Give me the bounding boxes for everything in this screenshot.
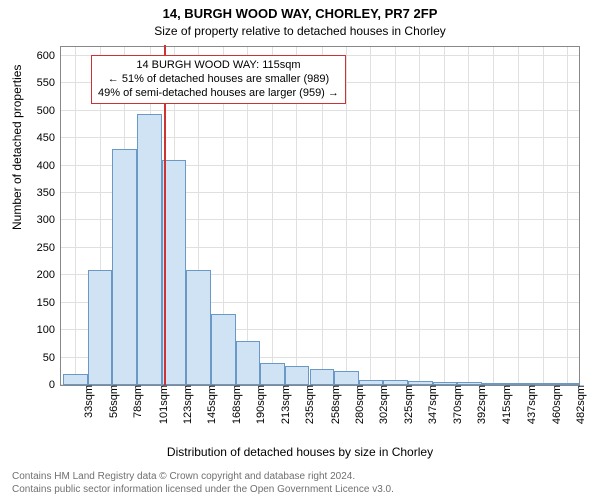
- histogram-bar: [359, 380, 384, 385]
- x-tick-label: 347sqm: [423, 385, 439, 424]
- x-tick-label: 437sqm: [522, 385, 538, 424]
- footer-line-2: Contains public sector information licen…: [12, 484, 394, 497]
- annotation-line: 14 BURGH WOOD WAY: 115sqm: [98, 59, 339, 73]
- gridline-v: [370, 47, 371, 385]
- annotation-line: 49% of semi-detached houses are larger (…: [98, 87, 339, 101]
- x-axis-label-text: Distribution of detached houses by size …: [167, 445, 433, 459]
- x-tick-label: 78sqm: [128, 385, 144, 418]
- y-tick-label: 400: [37, 160, 61, 172]
- histogram-bar: [433, 382, 458, 385]
- y-axis-label-text: Number of detached properties: [10, 65, 24, 230]
- y-tick-label: 600: [37, 50, 61, 62]
- gridline-h: [61, 110, 579, 111]
- x-tick-label: 370sqm: [448, 385, 464, 424]
- y-tick-label: 200: [37, 269, 61, 281]
- histogram-bar: [556, 383, 581, 385]
- histogram-bar: [457, 382, 482, 385]
- attribution-footer: Contains HM Land Registry data © Crown c…: [12, 471, 394, 496]
- histogram-bar: [334, 371, 359, 385]
- y-tick-label: 550: [37, 77, 61, 89]
- y-tick-label: 50: [43, 352, 61, 364]
- x-tick-label: 482sqm: [571, 385, 587, 424]
- histogram-bar: [236, 341, 261, 385]
- gridline-v: [395, 47, 396, 385]
- gridline-v: [543, 47, 544, 385]
- y-tick-label: 0: [49, 379, 61, 391]
- y-tick-label: 100: [37, 324, 61, 336]
- histogram-bar: [211, 314, 236, 385]
- x-tick-label: 123sqm: [178, 385, 194, 424]
- histogram-bar: [531, 383, 556, 385]
- annotation-line: ← 51% of detached houses are smaller (98…: [98, 73, 339, 87]
- gridline-v: [493, 47, 494, 385]
- y-tick-label: 250: [37, 242, 61, 254]
- histogram-bar: [310, 369, 335, 385]
- histogram-bar: [186, 270, 211, 385]
- histogram-bar: [285, 366, 310, 385]
- title-text-2: Size of property relative to detached ho…: [154, 24, 446, 38]
- y-tick-label: 150: [37, 297, 61, 309]
- histogram-bar: [137, 114, 162, 385]
- x-tick-label: 101sqm: [154, 385, 170, 424]
- x-tick-label: 460sqm: [547, 385, 563, 424]
- x-tick-label: 392sqm: [472, 385, 488, 424]
- page-title: 14, BURGH WOOD WAY, CHORLEY, PR7 2FP: [0, 6, 600, 21]
- y-tick-label: 500: [37, 105, 61, 117]
- plot-area: 05010015020025030035040045050055060033sq…: [60, 46, 580, 386]
- x-tick-label: 190sqm: [251, 385, 267, 424]
- x-tick-label: 213sqm: [276, 385, 292, 424]
- footer-line-1: Contains HM Land Registry data © Crown c…: [12, 471, 394, 484]
- x-tick-label: 168sqm: [227, 385, 243, 424]
- x-tick-label: 415sqm: [497, 385, 513, 424]
- x-axis-label: Distribution of detached houses by size …: [0, 445, 600, 459]
- histogram-bar: [507, 383, 532, 385]
- histogram-bar: [260, 363, 285, 385]
- histogram-bar: [88, 270, 113, 385]
- gridline-v: [518, 47, 519, 385]
- annotation-box: 14 BURGH WOOD WAY: 115sqm← 51% of detach…: [91, 55, 346, 104]
- title-text-1: 14, BURGH WOOD WAY, CHORLEY, PR7 2FP: [163, 6, 438, 21]
- gridline-v: [75, 47, 76, 385]
- x-tick-label: 325sqm: [399, 385, 415, 424]
- histogram-bar: [112, 149, 137, 385]
- y-axis-label: Number of detached properties: [10, 65, 24, 230]
- x-tick-label: 280sqm: [350, 385, 366, 424]
- gridline-v: [567, 47, 568, 385]
- gridline-v: [468, 47, 469, 385]
- figure: 14, BURGH WOOD WAY, CHORLEY, PR7 2FP Siz…: [0, 0, 600, 500]
- page-subtitle: Size of property relative to detached ho…: [0, 24, 600, 38]
- y-tick-label: 300: [37, 214, 61, 226]
- x-tick-label: 235sqm: [300, 385, 316, 424]
- histogram-bar: [408, 381, 433, 385]
- y-tick-label: 350: [37, 187, 61, 199]
- gridline-v: [419, 47, 420, 385]
- x-tick-label: 302sqm: [374, 385, 390, 424]
- histogram-bar: [63, 374, 88, 385]
- gridline-v: [444, 47, 445, 385]
- y-tick-label: 450: [37, 132, 61, 144]
- histogram-bar: [482, 383, 507, 385]
- x-tick-label: 33sqm: [79, 385, 95, 418]
- histogram-bar: [383, 380, 408, 385]
- x-tick-label: 145sqm: [202, 385, 218, 424]
- x-tick-label: 258sqm: [326, 385, 342, 424]
- x-tick-label: 56sqm: [104, 385, 120, 418]
